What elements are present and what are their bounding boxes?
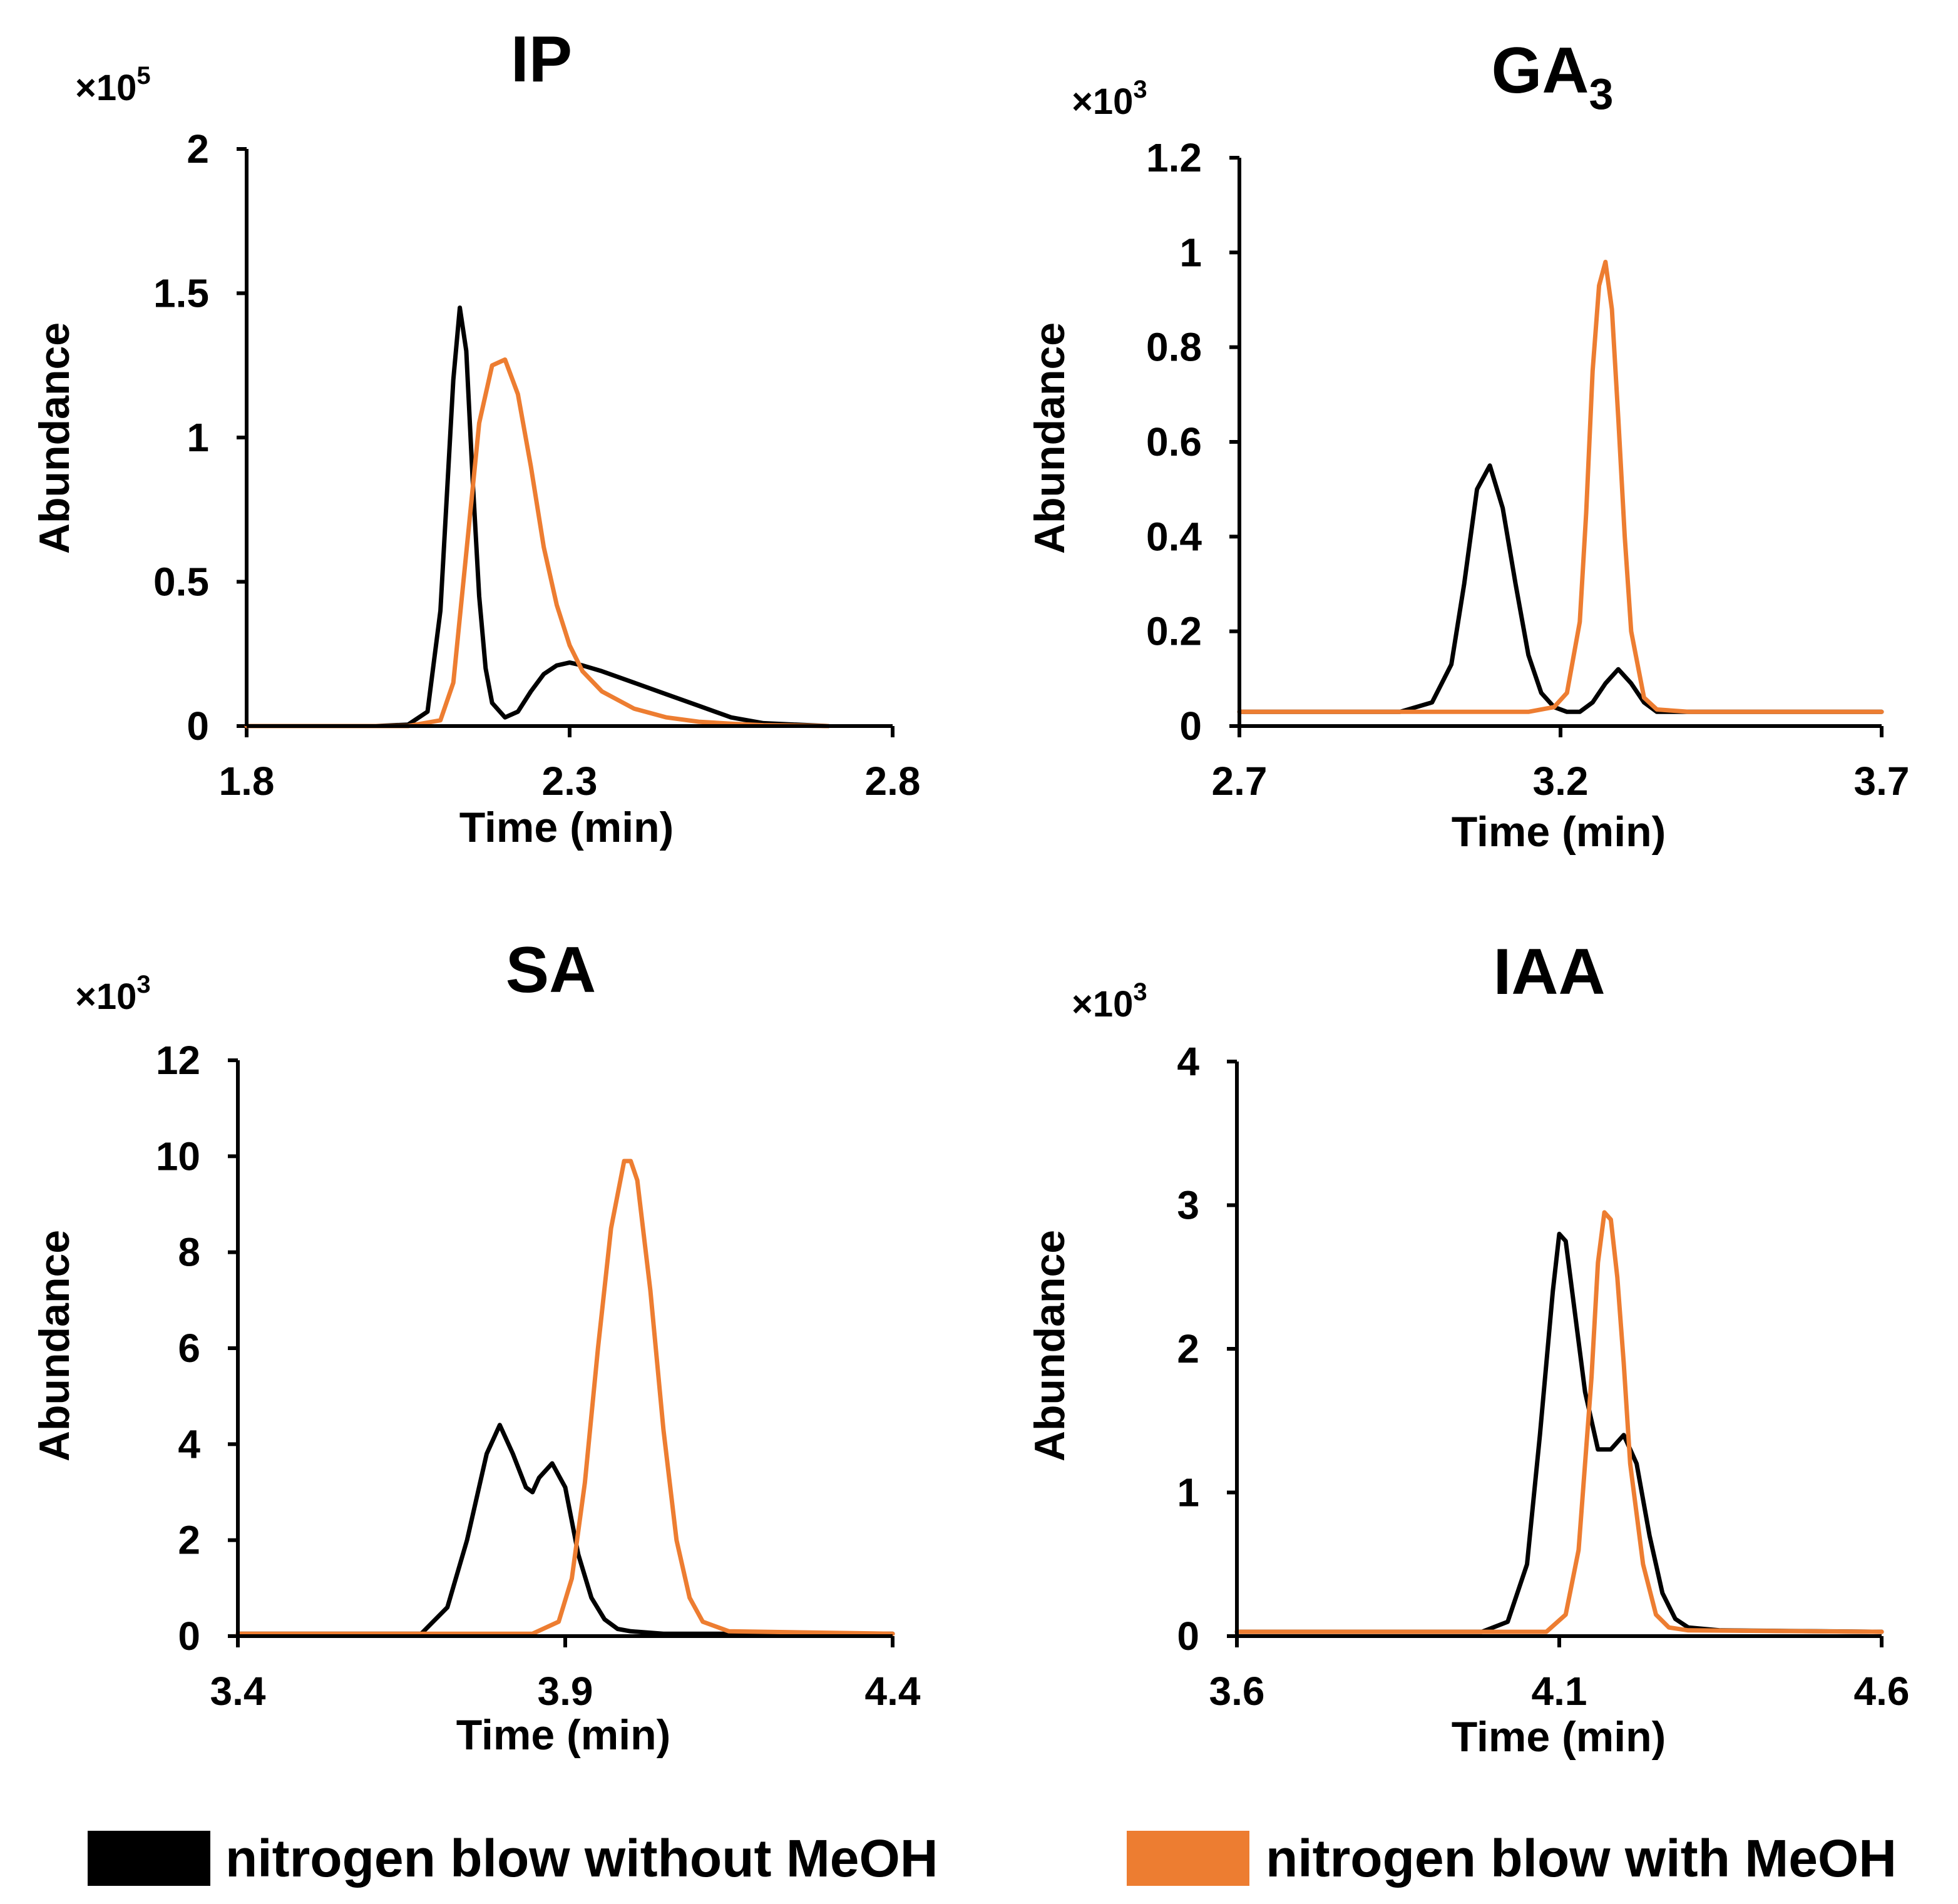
- y-axis-label-ga3: Abundance: [1026, 322, 1074, 554]
- x-tick-label-iaa: 4.1: [1532, 1669, 1587, 1714]
- axes-ga3: [1238, 158, 1882, 728]
- y-tick-label-iaa: 1: [1177, 1470, 1199, 1515]
- legend: nitrogen blow without MeOH nitrogen blow…: [88, 1829, 1897, 1888]
- series-layer-sa: [235, 1159, 895, 1636]
- axis-ticks-sa: 0 2 4 6 8 10 12 3.4 3.9 4.4: [156, 1038, 921, 1714]
- y-tick-label-ga3: 1: [1179, 230, 1202, 275]
- y-tick-label-sa: 10: [156, 1134, 200, 1179]
- y-tick-label-ip: 2: [187, 126, 209, 171]
- x-tick-label-ip: 2.3: [542, 759, 598, 804]
- series-layer-iaa: [1234, 1210, 1884, 1634]
- y-tick-label-sa: 4: [178, 1421, 200, 1466]
- series-line-with-ip: [244, 357, 831, 729]
- axis-ticks-ip: 0 0.5 1 1.5 2 1.8 2.3 2.8: [153, 126, 920, 804]
- chart-panel-ip: IP ×105 Abundance Time (min) 0 0.5 1 1.5 2 1.…: [31, 23, 920, 851]
- x-tick-label-iaa: 3.6: [1209, 1669, 1265, 1714]
- y-axis-label-ip: Abundance: [31, 322, 78, 554]
- legend-swatch-without-meoh: [88, 1831, 210, 1886]
- legend-swatch-with-meoh: [1127, 1831, 1249, 1886]
- x-tick-label-sa: 3.9: [538, 1669, 593, 1714]
- y-tick-label-ga3: 0.6: [1146, 419, 1202, 464]
- series-line-without-sa: [235, 1423, 895, 1636]
- x-tick-label-ga3: 3.2: [1533, 759, 1589, 804]
- y-axis-label-iaa: Abundance: [1026, 1230, 1074, 1461]
- chart-title-sa: SA: [506, 934, 596, 1006]
- y-tick-label-sa: 12: [156, 1038, 200, 1083]
- y-tick-label-ga3: 0.2: [1146, 609, 1202, 654]
- y-tick-label-sa: 2: [178, 1518, 200, 1563]
- x-tick-label-ip: 1.8: [219, 759, 275, 804]
- y-tick-label-ga3: 1.2: [1146, 135, 1202, 180]
- x-tick-label-ip: 2.8: [865, 759, 921, 804]
- y-tick-label-ip: 1: [187, 415, 209, 460]
- series-line-with-sa: [235, 1159, 895, 1636]
- chart-title-ga3: GA3: [1492, 34, 1614, 118]
- y-axis-label-sa: Abundance: [31, 1230, 78, 1461]
- chart-panel-iaa: IAA ×103 Abundance Time (min) 0 1 2 3 4 3.6 4.…: [1026, 936, 1909, 1761]
- y-tick-label-iaa: 2: [1177, 1326, 1199, 1371]
- chart-title-ip: IP: [511, 23, 572, 96]
- y-tick-label-sa: 8: [178, 1230, 200, 1275]
- series-line-without-iaa: [1234, 1231, 1884, 1634]
- y-multiplier-sa: ×103: [75, 971, 151, 1017]
- y-tick-label-ip: 1.5: [153, 271, 209, 316]
- x-axis-label-iaa: Time (min): [1452, 1713, 1666, 1761]
- chart-panel-sa: SA ×103 Abundance Time (min) 0 2 4 6 8 10 12 3.…: [31, 934, 921, 1759]
- x-tick-label-sa: 4.4: [865, 1669, 921, 1714]
- y-tick-label-ip: 0.5: [153, 560, 209, 605]
- legend-label-without-meoh: nitrogen blow without MeOH: [225, 1829, 938, 1888]
- x-tick-label-iaa: 4.6: [1854, 1669, 1910, 1714]
- series-line-without-ip: [244, 305, 831, 729]
- x-axis-label-ga3: Time (min): [1452, 808, 1666, 856]
- x-axis-label-ip: Time (min): [459, 804, 674, 851]
- y-tick-label-iaa: 4: [1177, 1039, 1199, 1084]
- axes-iaa: [1235, 1062, 1882, 1638]
- x-tick-label-ga3: 3.7: [1854, 759, 1910, 804]
- chart-title-iaa: IAA: [1493, 936, 1605, 1008]
- y-tick-label-sa: 6: [178, 1326, 200, 1371]
- y-multiplier-ip: ×105: [75, 62, 151, 108]
- series-layer-ip: [244, 305, 831, 729]
- y-multiplier-ga3: ×103: [1072, 76, 1147, 122]
- y-tick-label-ga3: 0.4: [1146, 514, 1202, 559]
- y-tick-label-ga3: 0: [1179, 704, 1202, 749]
- legend-label-with-meoh: nitrogen blow with MeOH: [1266, 1829, 1897, 1888]
- y-tick-label-ga3: 0.8: [1146, 325, 1202, 370]
- y-tick-label-sa: 0: [178, 1614, 200, 1659]
- axes-sa: [236, 1060, 893, 1638]
- y-tick-label-iaa: 0: [1177, 1614, 1199, 1659]
- y-tick-label-iaa: 3: [1177, 1183, 1199, 1228]
- axes-ip: [245, 149, 893, 728]
- series-layer-ga3: [1237, 260, 1884, 714]
- x-tick-label-sa: 3.4: [210, 1669, 266, 1714]
- series-line-without-ga3: [1237, 463, 1884, 714]
- axis-ticks-ga3: 0 0.2 0.4 0.6 0.8 1 1.2 2.7 3.2 3.7: [1146, 135, 1909, 804]
- y-multiplier-iaa: ×103: [1072, 978, 1147, 1025]
- series-line-with-iaa: [1234, 1210, 1884, 1634]
- x-tick-label-ga3: 2.7: [1212, 759, 1268, 804]
- chart-panel-ga3: GA3 ×103 Abundance Time (min) 0 0.2 0.4 0.6…: [1026, 34, 1909, 856]
- y-tick-label-ip: 0: [187, 704, 209, 749]
- x-axis-label-sa: Time (min): [456, 1711, 671, 1759]
- series-line-with-ga3: [1237, 260, 1884, 714]
